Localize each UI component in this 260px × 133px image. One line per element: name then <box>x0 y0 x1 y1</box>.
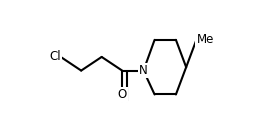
Text: N: N <box>139 64 148 77</box>
Text: Me: Me <box>196 33 214 46</box>
Text: O: O <box>118 88 127 101</box>
Text: Cl: Cl <box>49 50 61 63</box>
